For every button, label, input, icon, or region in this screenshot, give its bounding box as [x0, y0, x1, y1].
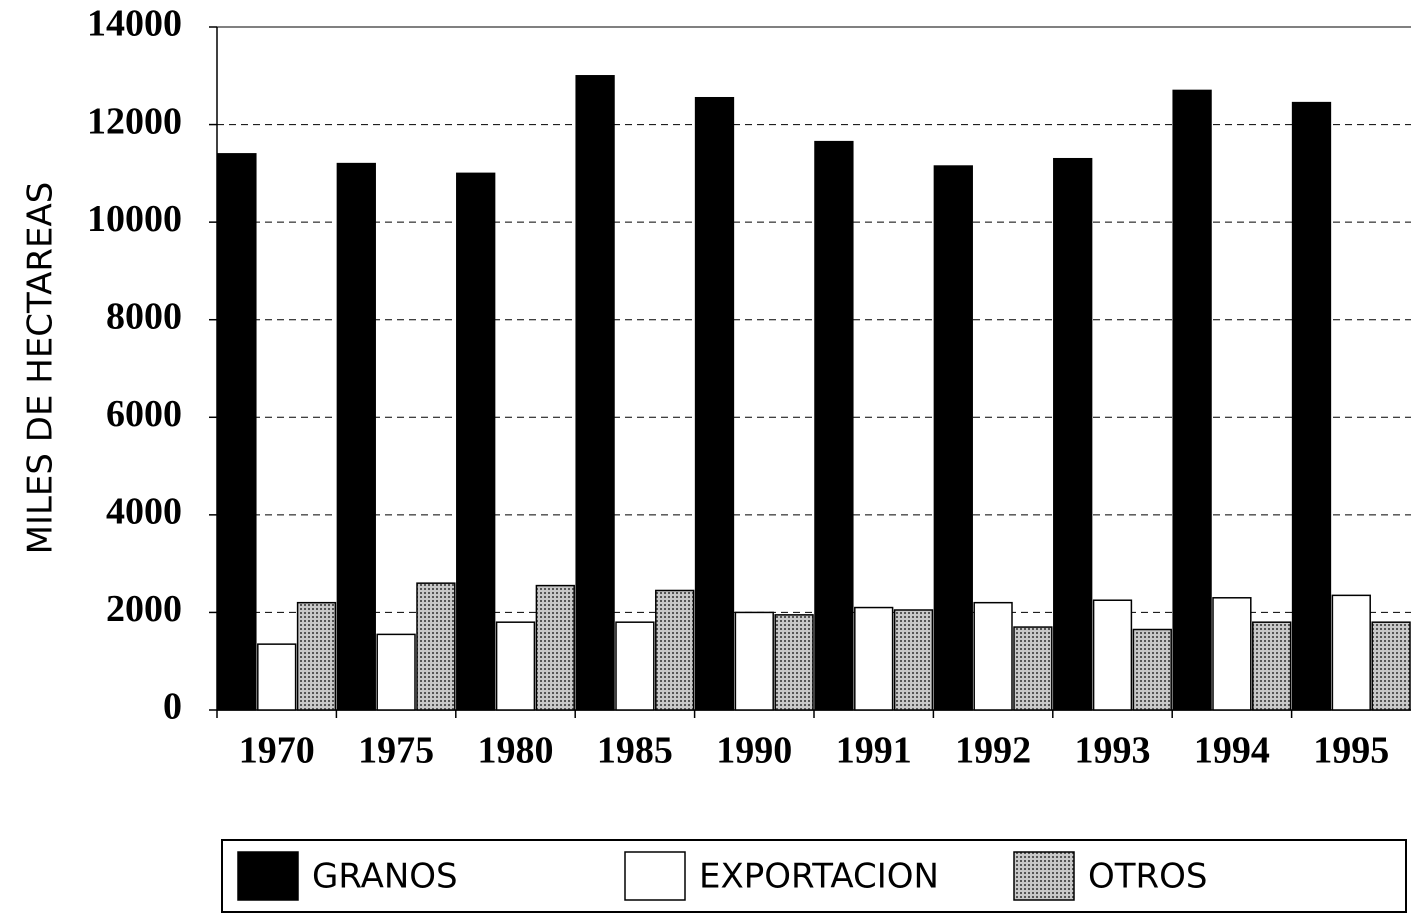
- bar: [416, 582, 456, 711]
- bar: [1291, 101, 1332, 711]
- bar: [1132, 628, 1172, 711]
- legend-swatch: [624, 851, 686, 901]
- bar: [774, 614, 814, 711]
- bar: [734, 611, 774, 711]
- y-tick-label: 2000: [106, 588, 182, 630]
- legend-label: GRANOS: [312, 857, 458, 897]
- bar: [615, 621, 655, 711]
- bar: [814, 140, 854, 711]
- bar: [973, 601, 1013, 711]
- legend-label: OTROS: [1088, 857, 1208, 897]
- bar: [535, 584, 575, 711]
- bar: [1092, 599, 1133, 711]
- x-tick-label: 1970: [239, 730, 315, 772]
- y-tick-label: 12000: [87, 100, 182, 142]
- bar: [296, 601, 337, 711]
- y-tick-label: 4000: [106, 491, 182, 533]
- bar: [1212, 597, 1252, 711]
- legend-box: [221, 839, 1407, 913]
- y-axis-title: MILES DE HECTAREAS: [21, 182, 61, 555]
- bar: [456, 172, 496, 711]
- bar: [893, 609, 934, 711]
- bar: [655, 589, 695, 711]
- bar: [694, 96, 735, 711]
- legend-swatch: [1013, 851, 1075, 901]
- y-tick-label: 8000: [106, 295, 182, 337]
- x-tick-label: 1985: [597, 730, 673, 772]
- y-tick-label: 0: [163, 686, 182, 728]
- bar: [575, 75, 615, 711]
- x-tick-label: 1990: [716, 730, 792, 772]
- legend-label: EXPORTACION: [699, 857, 939, 897]
- bar: [1331, 594, 1371, 711]
- x-tick-label: 1980: [478, 730, 554, 772]
- bar: [1053, 157, 1093, 711]
- bar: [336, 162, 376, 711]
- y-tick-label: 6000: [106, 393, 182, 435]
- legend-swatch: [237, 851, 299, 901]
- x-tick-label: 1991: [836, 730, 912, 772]
- y-tick-label: 10000: [87, 198, 182, 240]
- bar: [1013, 626, 1053, 711]
- bar: [257, 643, 297, 711]
- x-tick-label: 1994: [1194, 730, 1270, 772]
- y-tick-label: 14000: [87, 3, 182, 45]
- bar: [1371, 621, 1411, 711]
- x-tick-label: 1995: [1313, 730, 1389, 772]
- bar: [1252, 621, 1292, 711]
- bar: [1172, 89, 1212, 711]
- bar: [495, 621, 536, 711]
- x-tick-label: 1993: [1075, 730, 1151, 772]
- bar: [376, 633, 416, 711]
- bar: [854, 606, 894, 711]
- x-tick-label: 1975: [358, 730, 434, 772]
- x-tick-label: 1992: [955, 730, 1031, 772]
- bar: [933, 165, 973, 711]
- bar: [217, 153, 257, 711]
